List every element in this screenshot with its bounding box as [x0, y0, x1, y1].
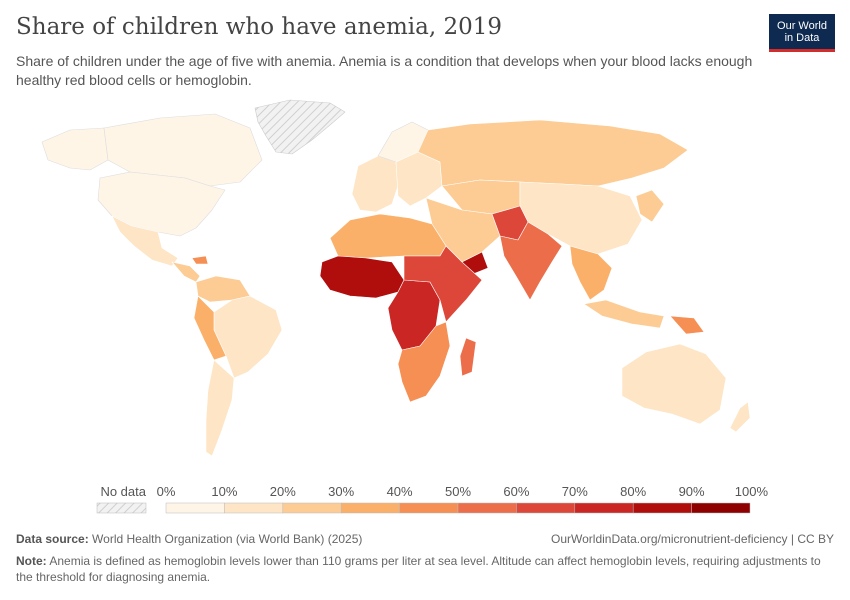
region-india[interactable] — [499, 221, 563, 301]
region-east-africa[interactable] — [403, 245, 483, 323]
legend-bin-7 — [574, 502, 634, 514]
legend-bin-0 — [165, 502, 225, 514]
region-madagascar[interactable] — [459, 337, 477, 377]
legend-bin-9 — [691, 502, 751, 514]
legend-tick-label: 20% — [270, 484, 296, 499]
region-brazil[interactable] — [213, 295, 283, 379]
note-text: Anemia is defined as hemoglobin levels l… — [16, 554, 821, 584]
legend-ticks: 0% 10% 20% 30% 40% 50% 60% 70% 80% 90% 100% — [157, 484, 769, 499]
legend-bin-2 — [282, 502, 342, 514]
region-alaska[interactable] — [41, 127, 109, 171]
region-australia[interactable] — [621, 343, 727, 425]
region-greenland[interactable] — [254, 99, 346, 155]
region-indonesia[interactable] — [583, 299, 665, 329]
legend-tick-label: 100% — [735, 484, 769, 499]
legend-bin-3 — [340, 502, 400, 514]
legend-tick-label: 50% — [445, 484, 471, 499]
legend-no-data-swatch — [96, 502, 147, 514]
region-new-zealand[interactable] — [729, 401, 751, 433]
region-southern-cone[interactable] — [205, 359, 235, 457]
region-north-africa[interactable] — [329, 213, 447, 259]
legend-tick-label: 70% — [562, 484, 588, 499]
legend-tick-label: 60% — [503, 484, 529, 499]
source-text: World Health Organization (via World Ban… — [92, 532, 363, 546]
legend-tick-label: 90% — [679, 484, 705, 499]
region-canada[interactable] — [103, 113, 263, 187]
footer-note: Note: Anemia is defined as hemoglobin le… — [16, 553, 834, 585]
region-central-america[interactable] — [171, 261, 201, 283]
chart-title: Share of children who have anemia, 2019 — [16, 14, 502, 40]
logo-line-2: in Data — [784, 31, 820, 44]
region-andes[interactable] — [193, 295, 227, 361]
note-label: Note: — [16, 554, 47, 568]
region-mexico[interactable] — [111, 215, 179, 267]
color-legend: No data 0% 10% 20% 30% 40% 50% 60% 70% 80% 90% 100… — [96, 484, 769, 514]
region-japan-korea[interactable] — [635, 189, 665, 223]
legend-bin-6 — [516, 502, 576, 514]
owid-logo[interactable]: Our World in Data — [769, 14, 835, 52]
footer-source: Data source: World Health Organization (… — [16, 532, 834, 546]
legend-no-data-label: No data — [100, 484, 146, 499]
region-russia[interactable] — [417, 119, 689, 187]
legend-tick-label: 10% — [211, 484, 237, 499]
region-southern-africa[interactable] — [397, 321, 451, 403]
legend-tick-label: 0% — [157, 484, 176, 499]
region-west-africa[interactable] — [319, 255, 405, 299]
legend-bin-1 — [224, 502, 284, 514]
source-url[interactable]: OurWorldinData.org/micronutrient-deficie… — [551, 532, 834, 546]
chart-subtitle: Share of children under the age of five … — [16, 53, 753, 88]
legend-bin-5 — [457, 502, 517, 514]
region-papua-new-guinea[interactable] — [669, 315, 705, 335]
legend-tick-label: 80% — [620, 484, 646, 499]
legend-bin-8 — [632, 502, 692, 514]
world-map[interactable] — [0, 90, 850, 475]
legend-tick-label: 40% — [387, 484, 413, 499]
source-label: Data source: — [16, 532, 89, 546]
logo-line-1: Our World — [777, 19, 827, 32]
legend-bin-4 — [399, 502, 459, 514]
legend-tick-label: 30% — [328, 484, 354, 499]
region-caribbean[interactable] — [191, 255, 209, 265]
region-europe-west[interactable] — [351, 155, 399, 213]
legend-bins — [165, 502, 751, 514]
region-southeast-asia[interactable] — [569, 245, 613, 301]
